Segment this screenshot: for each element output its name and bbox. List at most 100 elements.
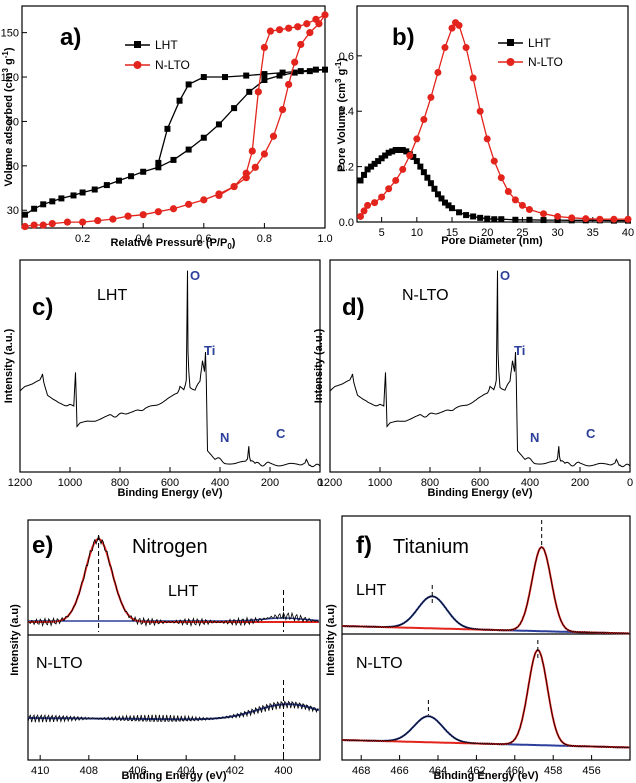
panel-c-sample: LHT — [97, 287, 127, 304]
panel-a-point — [200, 196, 208, 204]
panel-a-point — [266, 27, 275, 35]
panel-a-point — [164, 125, 171, 132]
panel-a-point — [115, 177, 122, 184]
panel-f-xtick-label: 464 — [429, 765, 447, 777]
peak-c-d: C — [586, 426, 596, 441]
panel-c-xlabel: Binding Energy (eV) — [117, 487, 222, 499]
panel-a-point — [185, 146, 192, 153]
panel-f-xtick-label: 456 — [582, 765, 600, 777]
panel-b-point — [448, 24, 456, 32]
panel-a-point — [63, 218, 72, 226]
panel-a-point — [279, 69, 286, 76]
panel-a-point — [39, 221, 47, 229]
panel-a-point — [246, 88, 253, 95]
peak-c-c: C — [276, 426, 286, 441]
panel-e-sample-top: LHT — [168, 583, 198, 600]
panel-b-point — [470, 213, 477, 220]
panel-b-legend: LHT N-LTO — [498, 36, 563, 69]
panel-d-xtick-label: 0 — [627, 477, 633, 489]
panel-f-xtick-label: 466 — [390, 765, 408, 777]
panel-b-point — [406, 152, 414, 160]
panel-e-xtick-label: 404 — [177, 765, 195, 777]
panel-b-point — [368, 163, 375, 170]
panel-b-point — [427, 180, 434, 187]
legend-lht-a: LHT — [155, 38, 178, 52]
peak-n-c: N — [220, 430, 229, 445]
panel-f-sample-bottom: N-LTO — [356, 655, 403, 672]
panel-b-point — [491, 216, 498, 223]
panel-b-xtick-label: 15 — [446, 227, 458, 239]
panel-a-point — [22, 211, 29, 218]
panel-b-point — [504, 188, 512, 196]
panel-b-point — [484, 215, 491, 222]
panel-a-point — [170, 156, 177, 163]
panel-a-xtick-label: 0.2 — [75, 233, 90, 245]
panel-a-point — [200, 134, 207, 141]
panel-d-letter: d) — [342, 294, 365, 321]
panel-b-point — [525, 206, 533, 214]
panel-d-xps-survey-nlto: 1200 1000 800 600 400 200 0 d) N-LTO O Ti N C … — [313, 259, 633, 499]
panel-a-point — [291, 58, 299, 66]
legend-lht-b: LHT — [528, 36, 551, 50]
panel-b-xtick-label: 5 — [379, 227, 385, 239]
panel-b-point — [364, 166, 371, 173]
panel-a-point — [215, 191, 223, 200]
panel-e-xtick-label: 410 — [31, 765, 49, 777]
panel-a-point — [21, 222, 29, 231]
panel-e-ylabel: Intensity (a.u) — [9, 604, 21, 676]
panel-f-raw-bottom — [341, 649, 630, 749]
panel-d-spectrum-line — [329, 270, 631, 468]
panel-e-sample-bottom: N-LTO — [36, 655, 83, 672]
panel-b-point — [396, 147, 403, 153]
panel-a-point — [185, 81, 192, 88]
panel-a-point — [269, 132, 278, 140]
panel-a-letter: a) — [60, 24, 81, 51]
panel-a-ytick-label: 120 — [1, 72, 19, 84]
panel-b-ytick-label: 0.2 — [339, 162, 354, 174]
panel-e-raw-top — [27, 535, 320, 628]
panel-b-point — [357, 177, 364, 184]
panel-b-point — [463, 212, 470, 219]
peak-o-d: O — [500, 268, 510, 283]
panel-b-point — [371, 199, 379, 207]
panel-c-xtick-label: 1000 — [58, 477, 82, 489]
panel-b-point — [392, 147, 399, 153]
panel-a-point — [306, 68, 313, 75]
panel-a-point — [79, 218, 87, 226]
panel-a-point — [94, 217, 102, 225]
panel-e-letter: e) — [32, 532, 53, 559]
panel-b-point — [413, 135, 421, 143]
panel-c-frame — [19, 259, 321, 473]
panel-a-ytick-label: 30 — [7, 205, 19, 217]
panel-b-point — [420, 169, 427, 176]
panel-c-ylabel: Intensity (a.u.) — [3, 328, 15, 403]
panel-f-xtick-label: 462 — [467, 765, 485, 777]
panel-f-raw-top — [341, 545, 630, 635]
panel-a-point — [312, 66, 319, 73]
panel-a-point — [30, 221, 38, 229]
panel-a-series-line-0 — [24, 68, 326, 216]
peak-ti-c: Ti — [204, 343, 215, 358]
peak-ti-d: Ti — [514, 343, 525, 358]
peak-n-d: N — [530, 430, 539, 445]
panel-a-ytick-label: 60 — [7, 161, 19, 173]
panel-b-point — [526, 216, 533, 223]
panel-a-point — [248, 147, 256, 155]
panel-f-xtick-label: 468 — [352, 765, 370, 777]
panel-b-point — [434, 68, 442, 76]
panel-a-point — [169, 205, 178, 213]
panel-a-point — [91, 186, 98, 193]
panel-f-title: Titanium — [393, 536, 469, 558]
panel-b-series-line-1 — [359, 21, 628, 220]
panel-a-point — [139, 211, 147, 219]
panel-b-point — [378, 155, 385, 162]
panel-b-pore-distribution: 5 10 15 20 25 30 35 40 0.0 0.2 0.4 0.6 b) LHT N-LTO… — [334, 5, 634, 247]
panel-b-point — [477, 214, 484, 221]
panel-b-point — [582, 215, 590, 223]
panel-a-point — [154, 208, 162, 216]
panel-e-xtick-label: 400 — [274, 765, 292, 777]
panel-b-point — [518, 201, 526, 209]
panel-a-point — [278, 106, 287, 114]
panel-b-xtick-label: 35 — [587, 227, 599, 239]
panel-a-point — [251, 163, 259, 171]
